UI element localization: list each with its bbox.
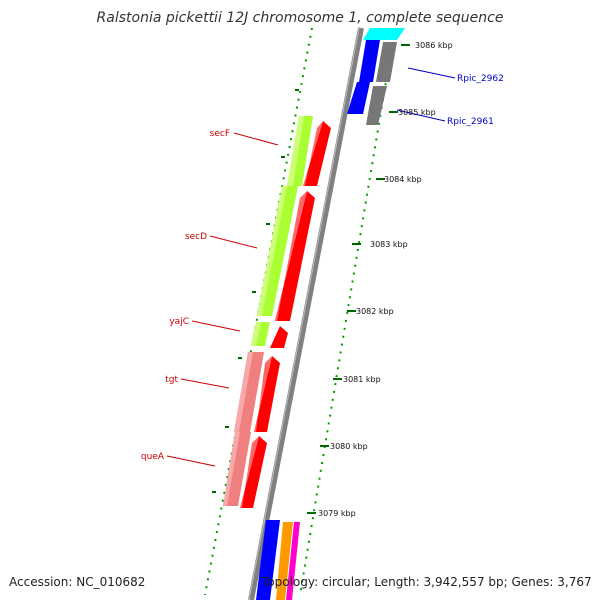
tick-label: 3083 kbp (370, 240, 408, 249)
backbone-highlight (248, 27, 360, 600)
tick-marks (307, 44, 410, 514)
gene-bottom-blue-bar[interactable] (256, 520, 300, 600)
backbone-line (248, 27, 364, 600)
gene-label-tgt: tgt (165, 375, 178, 385)
tick-label: 3081 kbp (343, 375, 381, 384)
tick-label: 3080 kbp (330, 442, 368, 451)
gene-queA-bar[interactable] (223, 432, 251, 506)
gene-queA-red-bar[interactable] (240, 436, 267, 508)
gene-label-Rpic_2961: Rpic_2961 (447, 117, 494, 127)
gene-yajC-red-bar[interactable] (270, 326, 288, 348)
topology-text: Topology: circular; Length: 3,942,557 bp… (262, 575, 592, 589)
tick-labels: 3086 kbp 3085 kbp 3084 kbp 3083 kbp 3082… (318, 41, 453, 518)
tick-label: 3082 kbp (356, 307, 394, 316)
gene-tgt-bar[interactable] (234, 352, 264, 432)
map-title: Ralstonia pickettii 12J chromosome 1, co… (96, 10, 504, 26)
tick-label: 3085 kbp (398, 108, 436, 117)
gene-secD-red-bar[interactable] (275, 191, 315, 321)
tick-label: 3079 kbp (318, 509, 356, 518)
gene-secF-bar[interactable] (287, 116, 313, 186)
leader-lines (166, 67, 456, 467)
gene-label-secF: secF (210, 129, 230, 139)
gene-tgt-red-bar[interactable] (254, 356, 280, 432)
accession-text: Accession: NC_010682 (9, 575, 146, 589)
gene-label-yajC: yajC (169, 317, 189, 327)
gene-Rpic_2962-bar[interactable] (359, 28, 405, 82)
gene-label-queA: queA (141, 452, 165, 462)
gene-yajC-bar[interactable] (251, 322, 270, 346)
gene-labels-right: Rpic_2962 Rpic_2961 (447, 74, 504, 127)
tick-label: 3084 kbp (384, 175, 422, 184)
gene-Rpic_2961-bar[interactable] (347, 82, 387, 125)
gene-labels-left: secF secD yajC tgt queA (141, 129, 230, 462)
gene-secD-bar[interactable] (257, 186, 298, 316)
gene-label-Rpic_2962: Rpic_2962 (457, 74, 504, 84)
gene-label-secD: secD (185, 232, 207, 242)
gene-secF-red-bar[interactable] (303, 121, 331, 186)
tick-label: 3086 kbp (415, 41, 453, 50)
left-ticks (212, 89, 299, 493)
